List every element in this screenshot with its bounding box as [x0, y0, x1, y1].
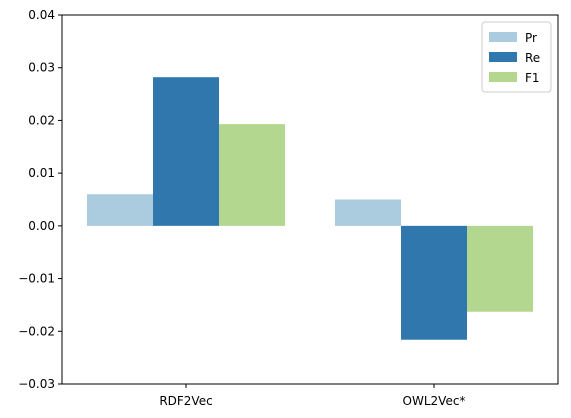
bar-pr-0	[87, 194, 153, 226]
legend-swatch-f1	[489, 72, 517, 82]
legend: Pr Re F1	[481, 21, 552, 93]
bar-re-1	[401, 225, 467, 340]
axes-layer: RDF2Vec OWL2Vec* 0.04 0.03 0.02 0.01 0.00 −0.01…	[18, 8, 559, 408]
bar-re-0	[153, 77, 219, 226]
bars-layer	[87, 77, 533, 340]
y-tick-label-5: −0.01	[18, 272, 55, 286]
y-tick-label-3: 0.01	[28, 166, 55, 180]
y-tick-label-4: 0.00	[28, 219, 55, 233]
legend-label-f1: F1	[525, 71, 540, 85]
bar-pr-1	[335, 199, 401, 226]
plot-frame	[61, 14, 559, 385]
legend-label-re: Re	[525, 51, 540, 65]
legend-swatch-pr	[489, 32, 517, 42]
y-tick-label-2: 0.02	[28, 113, 55, 127]
y-tick-label-7: −0.03	[18, 377, 55, 391]
bar-f1-0	[219, 124, 285, 226]
y-tick-label-0: 0.04	[28, 8, 55, 22]
x-tick-label-1: OWL2Vec*	[403, 394, 466, 408]
legend-swatch-re	[489, 52, 517, 62]
legend-label-pr: Pr	[525, 31, 537, 45]
x-tick-label-0: RDF2Vec	[159, 394, 212, 408]
y-tick-label-1: 0.03	[28, 61, 55, 75]
y-tick-label-6: −0.02	[18, 324, 55, 338]
bar-f1-1	[467, 225, 533, 312]
